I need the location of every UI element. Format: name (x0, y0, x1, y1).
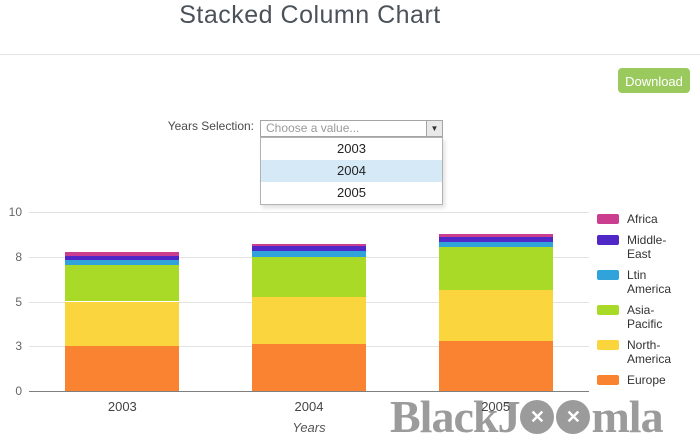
bar-segment-north-america-2004[interactable] (252, 297, 366, 345)
bar-segment-africa-2003[interactable] (65, 252, 180, 257)
legend-swatch-icon (597, 270, 619, 280)
legend-label: Middle-East (627, 233, 667, 261)
y-tick-label: 0 (15, 384, 22, 398)
header-divider (0, 54, 700, 55)
chevron-down-icon[interactable]: ▼ (426, 121, 442, 136)
legend-label: Asia-Pacific (627, 303, 663, 331)
y-tick-label: 10 (8, 205, 22, 219)
legend-item-europe[interactable]: Europe (597, 373, 683, 387)
watermark-suffix-text: mla (591, 391, 663, 442)
page-title: Stacked Column Chart (179, 1, 441, 29)
legend-swatch-icon (597, 375, 619, 385)
gridline (29, 212, 589, 213)
joomla-logo-icon: ✕ (520, 400, 555, 434)
bar-segment-north-america-2003[interactable] (65, 301, 180, 347)
bar-segment-ltin-america-2004[interactable] (252, 251, 366, 257)
bar-segment-asia-pacific-2004[interactable] (252, 256, 366, 298)
bar-segment-europe-2004[interactable] (252, 344, 366, 391)
years-selection-label: Years Selection: (167, 119, 254, 133)
y-tick-label: 8 (15, 249, 22, 264)
bar-segment-ltin-america-2005[interactable] (438, 241, 553, 247)
year-option-2004[interactable]: 2004 (261, 160, 442, 182)
year-option-2005[interactable]: 2005 (337, 185, 366, 200)
download-button[interactable]: Download (618, 68, 690, 93)
legend-label: North-America (627, 338, 672, 366)
legend-item-middle-east[interactable]: Middle-East (597, 233, 683, 261)
legend-swatch-icon (597, 235, 619, 245)
bar-segment-asia-pacific-2005[interactable] (438, 246, 553, 290)
legend-swatch-icon (597, 340, 619, 350)
x-tick-label-2004: 2004 (294, 399, 324, 414)
chart-legend: Africa Middle-East Ltin America Asia-Pacifi… (597, 212, 683, 387)
x-axis-line (29, 391, 589, 392)
years-option-list: 2003 2004 2005 (260, 137, 443, 205)
x-axis-title: Years (292, 420, 326, 435)
bar-segment-africa-2004[interactable] (252, 243, 366, 246)
years-select[interactable]: Choose a value... ▼ (260, 120, 443, 137)
legend-item-asia-pacific[interactable]: Asia-Pacific (597, 303, 683, 331)
bar-segment-europe-2003[interactable] (65, 346, 180, 391)
legend-label: Europe (627, 373, 666, 387)
bar-segment-asia-pacific-2003[interactable] (65, 264, 180, 302)
bar-segment-middle-east-2004[interactable] (252, 246, 366, 252)
bar-segment-africa-2005[interactable] (438, 233, 553, 238)
watermark-prefix-text: BlackJ (390, 391, 520, 442)
y-tick-label: 5 (15, 294, 22, 309)
y-tick-label: 3 (15, 339, 22, 354)
legend-item-north-america[interactable]: North-America (597, 338, 683, 366)
legend-label: Ltin America (627, 268, 672, 296)
legend-item-ltin-america[interactable]: Ltin America (597, 268, 683, 296)
year-option-2003[interactable]: 2003 (337, 141, 366, 156)
legend-label: Africa (627, 212, 658, 226)
joomla-logo-icon: ✕ (556, 400, 591, 434)
legend-swatch-icon (597, 305, 619, 315)
bar-segment-europe-2005[interactable] (438, 340, 553, 391)
years-select-value: Choose a value... (266, 121, 360, 135)
x-tick-label-2005: 2005 (481, 399, 511, 414)
bar-segment-north-america-2005[interactable] (438, 289, 553, 341)
bar-segment-middle-east-2005[interactable] (438, 237, 553, 242)
watermark: BlackJ ✕ ✕ mla (390, 391, 664, 442)
x-tick-label-2003: 2003 (107, 399, 137, 414)
bar-segment-middle-east-2003[interactable] (65, 256, 180, 260)
legend-swatch-icon (597, 214, 619, 224)
legend-item-africa[interactable]: Africa (597, 212, 683, 226)
bar-segment-ltin-america-2003[interactable] (65, 259, 180, 265)
